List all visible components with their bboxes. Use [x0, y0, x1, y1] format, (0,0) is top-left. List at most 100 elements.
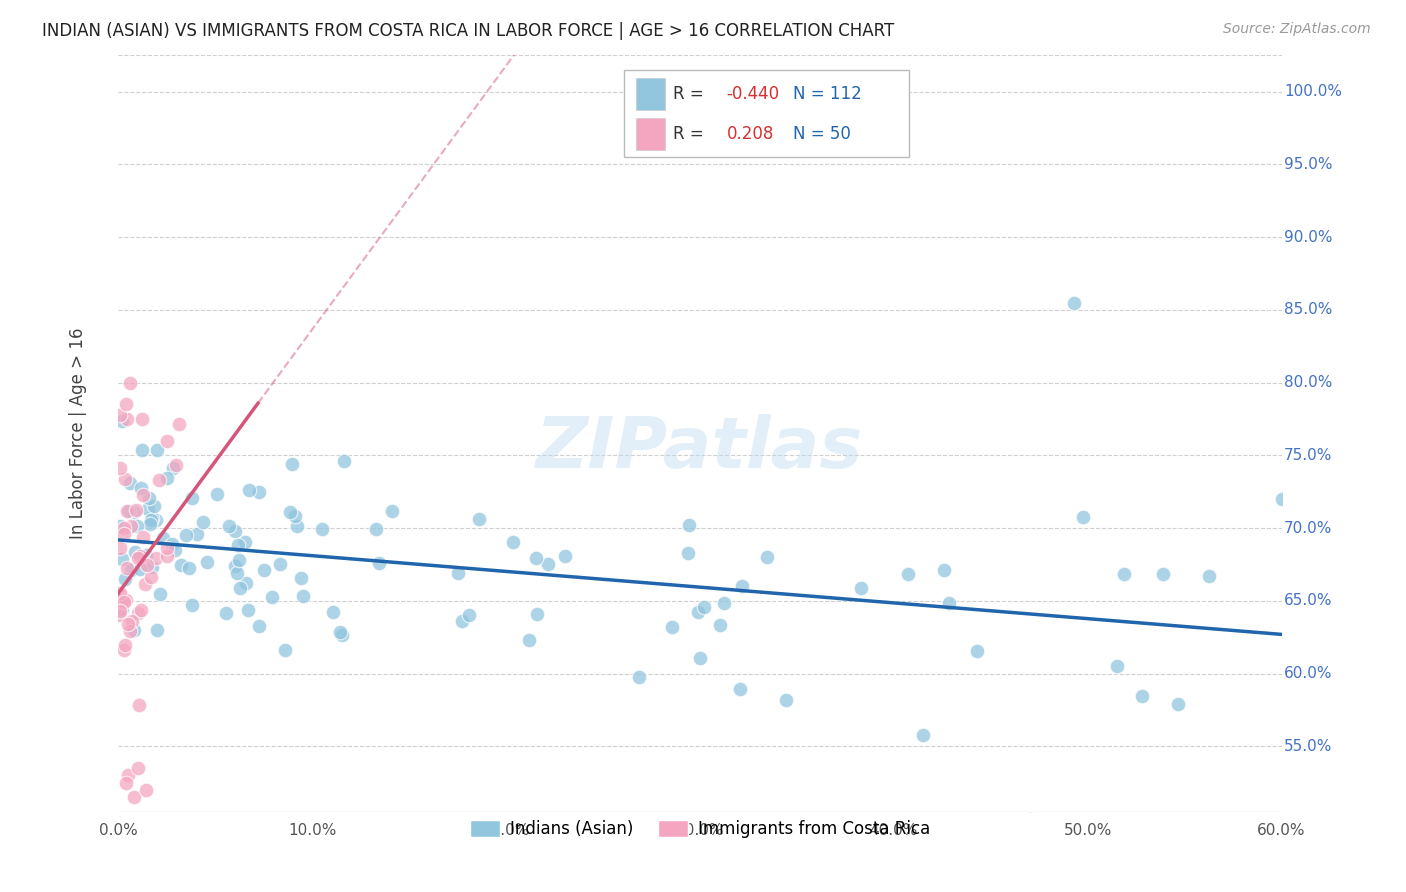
Point [156, 549, 179, 563]
Point [524, 550, 547, 565]
Point [112, 521, 135, 535]
Point [128, 698, 150, 712]
Point [181, 599, 204, 613]
Point [146, 624, 169, 638]
Point [110, 595, 132, 609]
Point [139, 570, 162, 584]
Point [134, 783, 156, 797]
Text: 85.0%: 85.0% [1284, 302, 1333, 318]
Point [160, 537, 183, 551]
Point [112, 642, 135, 657]
Point [110, 408, 132, 422]
Text: 90.0%: 90.0% [1284, 229, 1333, 244]
Point [284, 508, 307, 523]
Point [226, 566, 249, 581]
Point [1198, 568, 1220, 582]
Point [458, 607, 481, 622]
Point [110, 607, 132, 622]
Point [756, 549, 779, 564]
Point [1167, 697, 1189, 711]
Point [118, 504, 141, 518]
Point [1112, 567, 1135, 582]
Point [233, 535, 256, 549]
Point [381, 504, 404, 518]
Point [897, 567, 920, 582]
Point [114, 638, 136, 652]
Point [112, 592, 135, 607]
Point [676, 546, 699, 560]
Point [162, 460, 184, 475]
Point [136, 502, 159, 516]
Text: R =: R = [673, 85, 709, 103]
Point [170, 558, 193, 572]
Point [115, 561, 138, 575]
Point [127, 607, 149, 621]
Point [934, 563, 956, 577]
Point [180, 491, 202, 505]
Text: 70.0%: 70.0% [1284, 521, 1333, 535]
Point [661, 620, 683, 634]
Point [1071, 510, 1094, 524]
Point [281, 457, 304, 471]
Point [205, 487, 228, 501]
Point [132, 530, 155, 544]
Point [938, 596, 960, 610]
Point [131, 603, 153, 617]
Point [163, 543, 186, 558]
Point [273, 642, 295, 657]
Point [364, 522, 387, 536]
Point [628, 670, 651, 684]
Point [165, 458, 187, 472]
Point [247, 619, 270, 633]
Point [111, 414, 134, 428]
Point [292, 589, 315, 603]
Point [1018, 812, 1040, 826]
Point [134, 577, 156, 591]
Point [131, 488, 153, 502]
Text: 10.0%: 10.0% [288, 823, 336, 838]
Point [117, 768, 139, 782]
Point [110, 461, 132, 475]
Point [120, 624, 142, 639]
Point [537, 558, 560, 572]
Point [111, 552, 134, 566]
Text: INDIAN (ASIAN) VS IMMIGRANTS FROM COSTA RICA IN LABOR FORCE | AGE > 16 CORRELATI: INDIAN (ASIAN) VS IMMIGRANTS FROM COSTA … [42, 22, 894, 40]
Point [332, 628, 354, 642]
Point [143, 499, 166, 513]
Point [731, 579, 754, 593]
Point [122, 623, 145, 637]
Point [122, 790, 145, 805]
Point [110, 541, 132, 555]
Point [148, 587, 170, 601]
Point [678, 517, 700, 532]
Text: N = 50: N = 50 [793, 125, 851, 143]
Point [124, 544, 146, 558]
Point [191, 515, 214, 529]
Point [713, 596, 735, 610]
Point [290, 571, 312, 585]
Point [367, 557, 389, 571]
Point [260, 590, 283, 604]
Point [115, 397, 138, 411]
Point [224, 524, 246, 538]
Point [224, 558, 246, 573]
Point [115, 503, 138, 517]
Point [135, 549, 157, 563]
Text: 60.0%: 60.0% [1284, 666, 1333, 681]
Point [148, 473, 170, 487]
Point [110, 586, 132, 600]
Text: 65.0%: 65.0% [1284, 593, 1333, 608]
Point [110, 588, 132, 602]
Point [329, 624, 352, 639]
Point [118, 376, 141, 390]
Point [114, 472, 136, 486]
Point [115, 592, 138, 607]
Point [145, 550, 167, 565]
Point [145, 513, 167, 527]
Point [238, 483, 260, 498]
Point [468, 512, 491, 526]
Point [333, 454, 356, 468]
Point [693, 599, 716, 614]
Point [214, 606, 236, 620]
Text: 20.0%: 20.0% [482, 823, 530, 838]
